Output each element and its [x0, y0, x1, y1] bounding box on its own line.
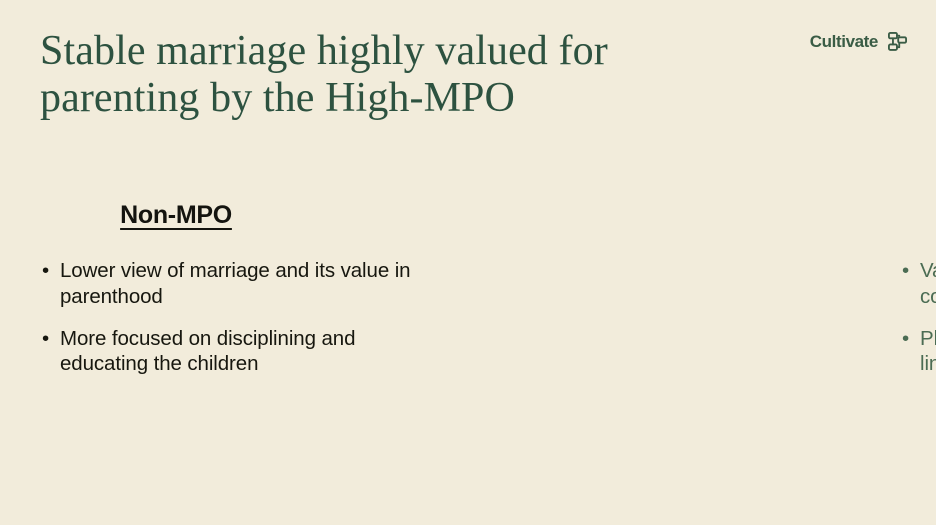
bullet-marker-icon: •: [42, 326, 50, 350]
list-item-text: Value the institution of marriage more a…: [920, 259, 936, 308]
column-high-mpo: High-MPO • Value the institution of marr…: [440, 203, 936, 377]
bullet-list-non-mpo: • Lower view of marriage and its value i…: [40, 258, 440, 377]
bullet-marker-icon: •: [902, 259, 910, 282]
bullet-marker-icon: •: [42, 259, 50, 282]
bullet-list-high-mpo: • Value the institution of marriage more…: [900, 258, 936, 377]
list-item-text: Lower view of marriage and its value in …: [60, 259, 411, 308]
logo-wordmark: Cultivate: [809, 32, 879, 51]
page-title: Stable marriage highly valued for parent…: [40, 28, 608, 122]
list-item: • More focused on disciplining and educa…: [40, 326, 415, 378]
bullet-marker-icon: •: [902, 326, 910, 350]
column-heading-non-mpo: Non-MPO: [120, 201, 232, 229]
hierarchy-network-icon: [887, 31, 908, 52]
brand-logo: Cultivate: [810, 31, 908, 52]
list-item: • Lower view of marriage and its value i…: [40, 258, 415, 310]
list-item-text: More focused on disciplining and educati…: [60, 326, 356, 376]
list-item: • Value the institution of marriage more…: [900, 258, 936, 310]
column-non-mpo: Non-MPO • Lower view of marriage and its…: [0, 203, 440, 377]
comparison-columns: Non-MPO • Lower view of marriage and its…: [0, 203, 936, 377]
list-item: • Places more importance on every factor…: [900, 326, 936, 378]
list-item-text: Places more importance on every factor; …: [920, 326, 936, 376]
column-heading-high-mpo: High-MPO: [895, 203, 936, 228]
